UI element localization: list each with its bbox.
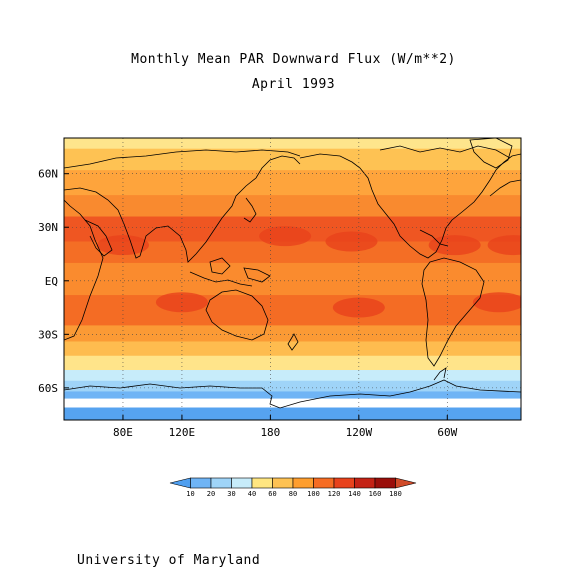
coastline-new-guinea — [243, 267, 271, 283]
flux-band-6 — [64, 262, 521, 296]
flux-band-13 — [64, 391, 521, 400]
lat-label-1: 30N — [38, 221, 58, 234]
credit-text: University of Maryland — [77, 553, 261, 568]
colorbar-arrow-low — [169, 477, 191, 489]
flux-hotspots — [96, 226, 521, 318]
colorbar-swatch-8 — [333, 477, 355, 489]
coastline-south-america — [421, 257, 485, 367]
colorbar-label-10: 180 — [389, 490, 402, 498]
colorbar-swatch-10 — [374, 477, 396, 489]
coastline-asia — [64, 155, 301, 263]
coastline-europe — [489, 179, 521, 197]
lat-label-3: 30S — [38, 328, 58, 341]
flux-hotspot-2 — [325, 231, 378, 252]
flux-band-1 — [64, 148, 521, 171]
flux-hotspot-7 — [472, 292, 521, 313]
flux-band-12 — [64, 380, 521, 392]
flux-band-7 — [64, 295, 521, 326]
gridlines — [64, 138, 521, 420]
flux-band-14 — [64, 398, 521, 409]
colorbar-swatch-5 — [272, 477, 294, 489]
lon-label-0: 80E — [113, 426, 133, 439]
lon-label-2: 180 — [260, 426, 280, 439]
coastline-canada-arctic — [379, 145, 511, 159]
coastline-greenland — [469, 138, 513, 169]
coastline-indonesia — [189, 271, 253, 287]
flux-band-3 — [64, 195, 521, 218]
colorbar-swatch-9 — [354, 477, 376, 489]
colorbar-label-5: 80 — [289, 490, 297, 498]
coastline-japan — [243, 197, 257, 223]
flux-band-11 — [64, 370, 521, 382]
colorbar-label-2: 30 — [227, 490, 235, 498]
flux-bands — [64, 138, 521, 420]
lon-label-3: 120W — [346, 426, 373, 439]
colorbar-swatch-4 — [251, 477, 273, 489]
lat-label-2: EQ — [45, 275, 58, 288]
lon-label-4: 60W — [437, 426, 457, 439]
colorbar-swatch-3 — [231, 477, 253, 489]
coastline-arabia — [84, 219, 113, 257]
coastline-australia — [205, 289, 269, 341]
flux-band-2 — [64, 170, 521, 196]
colorbar-swatch-2 — [210, 477, 232, 489]
colorbar-label-6: 100 — [307, 490, 320, 498]
coastline-borneo — [209, 257, 231, 275]
flux-band-5 — [64, 241, 521, 264]
colorbar-arrow-high — [395, 477, 417, 489]
flux-band-8 — [64, 325, 521, 342]
flux-hotspot-4 — [487, 235, 521, 256]
colorbar: 10 20 30 40 60 80 100 120 140 160 180 — [169, 477, 417, 498]
map-area — [64, 138, 521, 420]
colorbar-label-3: 40 — [248, 490, 256, 498]
colorbar-swatch-1 — [190, 477, 212, 489]
coastline-antarctic-peninsula — [433, 367, 447, 381]
colorbar-label-7: 120 — [328, 490, 341, 498]
colorbar-swatch-6 — [292, 477, 314, 489]
coastline-africa — [64, 199, 104, 341]
coastline-arctic-asia — [64, 149, 301, 169]
flux-band-0 — [64, 138, 521, 150]
chart-subtitle: April 1993 — [251, 77, 336, 92]
flux-hotspot-1 — [259, 226, 312, 247]
coastline-antarctica — [64, 379, 521, 409]
flux-hotspot-3 — [428, 235, 481, 256]
coastlines — [64, 138, 521, 409]
colorbar-label-0: 10 — [186, 490, 194, 498]
map-frame — [63, 137, 522, 421]
colorbar-label-4: 60 — [268, 490, 276, 498]
map-axes: 80E 120E 180 120W 60W 60N 30N EQ 30S 60S — [38, 168, 457, 439]
flux-band-15 — [64, 407, 521, 420]
colorbar-label-1: 20 — [207, 490, 215, 498]
lon-label-1: 120E — [169, 426, 196, 439]
flux-hotspot-0 — [96, 235, 149, 256]
chart-title: Monthly Mean PAR Downward Flux (W/m**2) — [131, 52, 456, 67]
colorbar-label-8: 140 — [348, 490, 361, 498]
lat-label-4: 60S — [38, 382, 58, 395]
coastline-new-zealand — [287, 333, 299, 351]
colorbar-label-9: 160 — [369, 490, 382, 498]
colorbar-swatch-7 — [313, 477, 335, 489]
lat-label-0: 60N — [38, 168, 58, 181]
coastline-gulf — [419, 229, 449, 247]
flux-hotspot-6 — [332, 297, 385, 318]
coastline-north-america — [299, 153, 521, 259]
flux-band-10 — [64, 355, 521, 371]
